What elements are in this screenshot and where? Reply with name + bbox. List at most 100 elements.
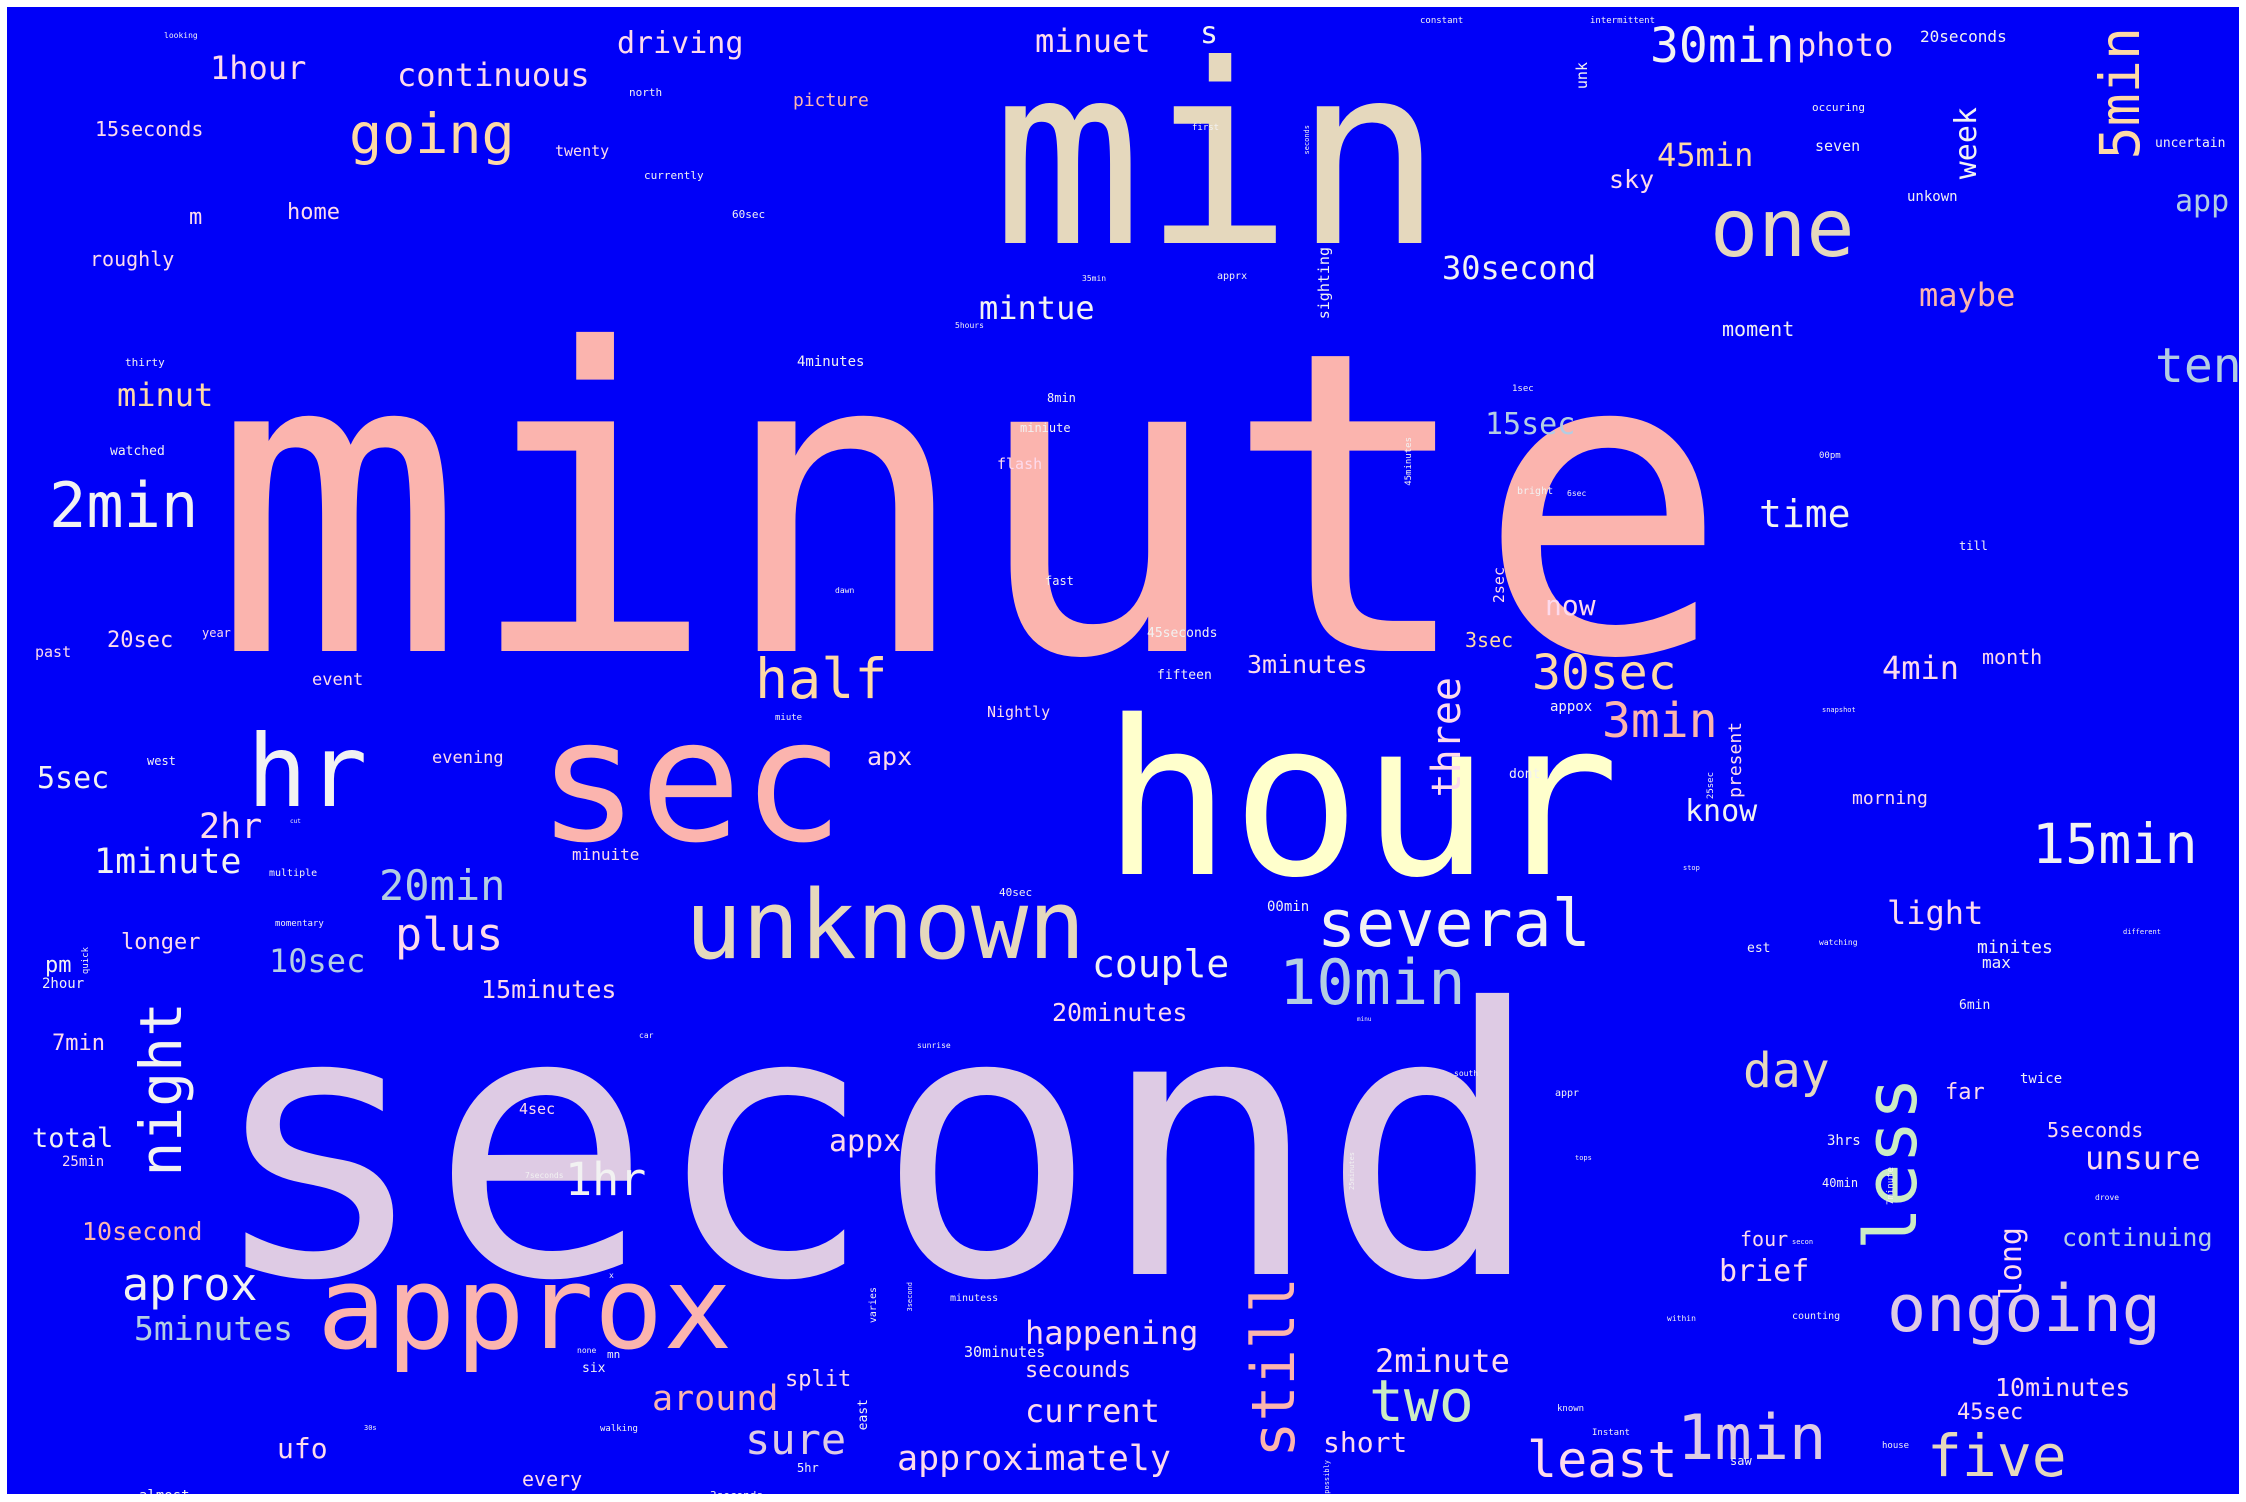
word-8min: 8min — [1047, 391, 1076, 405]
word-within: within — [1667, 1314, 1696, 1323]
word-photo: photo — [1797, 26, 1894, 64]
word-total: total — [32, 1123, 114, 1154]
word-5hr: 5hr — [797, 1461, 819, 1475]
word-s: s — [1200, 16, 1219, 51]
word-sec: sec — [537, 683, 845, 881]
word-counting: counting — [1792, 1311, 1841, 1322]
word-thirty: thirty — [125, 356, 165, 369]
word-constant: constant — [1420, 16, 1464, 26]
word-20sec: 20sec — [107, 628, 174, 653]
word-hr: hr — [247, 713, 368, 830]
word-45min: 45min — [1657, 136, 1754, 174]
word-present: present — [1725, 722, 1746, 798]
word-30s: 30s — [364, 1424, 377, 1432]
word-sunrise: sunrise — [917, 1041, 951, 1050]
word-home: home — [287, 200, 340, 225]
word-moment: moment — [1722, 317, 1795, 341]
word-tops: tops — [1575, 1154, 1592, 1162]
word-1minute: 1minute — [94, 842, 242, 882]
word-app: app — [2175, 184, 2230, 219]
word-unknown: unknown — [685, 871, 1086, 981]
word-momentary: momentary — [275, 919, 324, 929]
word-apx: apx — [867, 742, 913, 771]
word-unsure: unsure — [2085, 1139, 2201, 1177]
word-cut: cut — [290, 818, 301, 825]
word-unk: unk — [1573, 62, 1591, 90]
word-25min: 25min — [62, 1154, 105, 1170]
word-35min: 35min — [1082, 274, 1107, 283]
word-5minutes: 5minutes — [134, 1309, 293, 1348]
word-est: est — [1747, 941, 1771, 956]
word-appox: appox — [1550, 699, 1593, 715]
word-ongoing: ongoing — [1887, 1272, 2161, 1347]
word-secon: secon — [1792, 1238, 1814, 1246]
word-less: less — [1849, 1077, 1933, 1251]
word-known: known — [1557, 1404, 1585, 1414]
word-maybe: maybe — [1919, 276, 2016, 314]
word-4minutes: 4minutes — [797, 354, 865, 370]
word-second: second — [207, 932, 1544, 1362]
word-know: know — [1685, 794, 1758, 829]
word-seconds: seconds — [1303, 125, 1311, 155]
word-30minutes: 30minutes — [964, 1343, 1046, 1361]
word-hour: hour — [1102, 674, 1620, 925]
word-Instant: Instant — [1592, 1428, 1630, 1438]
word-x: x — [609, 1271, 614, 1280]
word-dont: dont — [1509, 767, 1541, 782]
word-year: year — [202, 626, 231, 640]
word-house: house — [1882, 1441, 1910, 1451]
word-20minutes: 20minutes — [1052, 998, 1188, 1027]
word-four: four — [1740, 1227, 1789, 1251]
word-1sec: 1sec — [1512, 384, 1534, 394]
word-approximately: approximately — [897, 1439, 1171, 1479]
word-saw: saw — [1730, 1454, 1752, 1468]
word-picture: picture — [793, 90, 869, 111]
word-10min: 10min — [1279, 946, 1466, 1019]
word-six: six — [582, 1361, 606, 1376]
word-watched: watched — [110, 444, 165, 459]
word-varies: varies — [868, 1287, 879, 1324]
word-dawn: dawn — [835, 586, 855, 595]
word-15sec: 15sec — [1485, 407, 1576, 442]
word-40min: 40min — [1822, 1176, 1859, 1190]
word-15seconds: 15seconds — [95, 117, 204, 141]
word-7min: 7min — [52, 1031, 105, 1056]
word-7minute: 7minute — [1886, 1167, 1896, 1205]
word-walking: walking — [600, 1424, 638, 1434]
word-light: light — [1887, 894, 1984, 932]
word-quick: quick — [81, 947, 91, 975]
word-mintue: mintue — [979, 289, 1095, 327]
word-night: night — [127, 1002, 195, 1177]
word-continuing: continuing — [2062, 1223, 2213, 1252]
word-looking: looking — [164, 31, 198, 40]
word-multiple: multiple — [269, 868, 318, 879]
word-10minutes: 10minutes — [1995, 1373, 2131, 1402]
word-10sec: 10sec — [269, 942, 366, 980]
word-driving: driving — [617, 26, 744, 61]
word-bright: bright — [1517, 486, 1554, 497]
word-north: north — [629, 86, 663, 99]
word-appx: appx — [829, 1124, 902, 1159]
word-45seconds: 45seconds — [1147, 626, 1218, 641]
word-30sec: 30sec — [1532, 645, 1677, 701]
word-2minute: 2minute — [1375, 1342, 1510, 1380]
word-long: long — [1994, 1227, 2029, 1300]
word-1hr: 1hr — [565, 1153, 647, 1206]
word-happening: happening — [1025, 1314, 1199, 1352]
word-7seconds: 7seconds — [525, 1171, 564, 1180]
word-seven: seven — [1815, 137, 1861, 155]
word-3hrs: 3hrs — [1827, 1133, 1861, 1149]
word-longer: longer — [121, 930, 201, 955]
word-one: one — [1710, 182, 1855, 275]
word-watching: watching — [1819, 938, 1858, 947]
word-south: south — [1454, 1069, 1479, 1078]
word-Nightly: Nightly — [987, 703, 1051, 721]
word-two: two — [1369, 1367, 1474, 1435]
word-6sec: 6sec — [1567, 489, 1587, 498]
word-5seconds: 5seconds — [2047, 1118, 2144, 1142]
word-3minutes: 3minutes — [1247, 650, 1368, 679]
word-45sec: 45sec — [1957, 1400, 2024, 1425]
word-40sec: 40sec — [999, 886, 1033, 899]
word-aprox: aprox — [122, 1258, 258, 1311]
word-week: week — [1949, 107, 1984, 180]
